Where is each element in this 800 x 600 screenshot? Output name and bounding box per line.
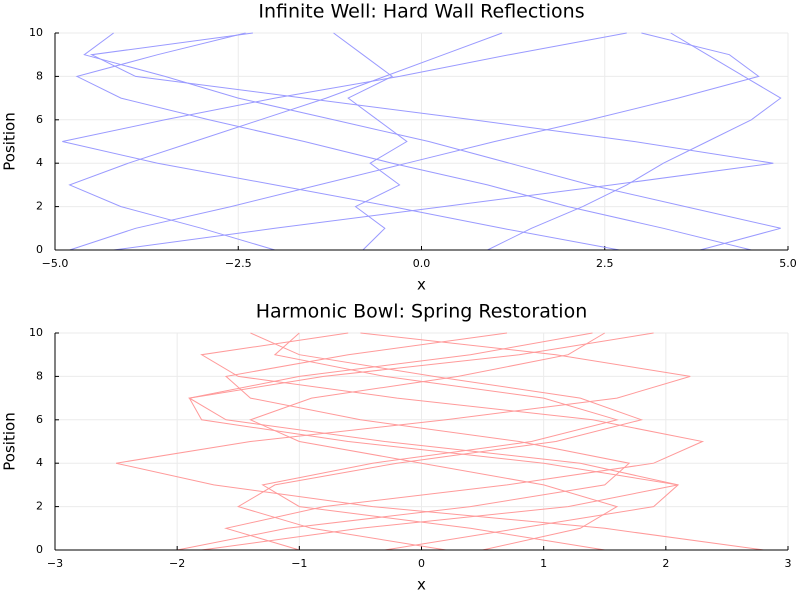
y-tick-label: 2 [36, 500, 43, 513]
x-axis-label: x [417, 276, 426, 294]
y-tick-label: 4 [36, 456, 43, 469]
y-tick-label: 2 [36, 200, 43, 213]
y-tick-label: 4 [36, 156, 43, 169]
trajectory-line [487, 32, 782, 251]
trajectory-line [333, 32, 408, 251]
y-tick-label: 0 [36, 543, 43, 556]
x-axis-label: x [417, 576, 426, 594]
x-tick-label: 1 [540, 557, 547, 570]
x-tick-label: −3 [47, 557, 63, 570]
trajectory-line [261, 332, 619, 551]
x-tick-label: −2 [169, 557, 185, 570]
y-tick-label: 8 [36, 69, 43, 82]
trajectory-line [89, 32, 774, 251]
y-tick-label: 10 [29, 26, 43, 39]
x-tick-label: 2 [662, 557, 669, 570]
x-tick-label: −2.5 [225, 257, 252, 270]
x-tick-label: −1 [291, 557, 307, 570]
trajectory-line [69, 32, 760, 251]
y-tick-label: 6 [36, 413, 43, 426]
trajectory-line [200, 332, 705, 551]
trajectory-line [249, 332, 619, 551]
x-tick-label: 0 [418, 557, 425, 570]
chart-title: Harmonic Bowl: Spring Restoration [256, 301, 587, 323]
x-tick-label: 3 [785, 557, 792, 570]
x-tick-label: 0.0 [413, 257, 431, 270]
trajectory-line [115, 332, 764, 551]
trajectory-line [75, 32, 752, 251]
y-axis-label: Position [1, 112, 19, 170]
trajectory-line [68, 32, 503, 251]
y-tick-label: 6 [36, 113, 43, 126]
trajectory-line [177, 332, 631, 551]
y-tick-label: 10 [29, 326, 43, 339]
trajectory-line [62, 32, 627, 251]
y-tick-label: 0 [36, 243, 43, 256]
trajectory-line [237, 332, 644, 551]
chart-title: Infinite Well: Hard Wall Reflections [258, 1, 584, 23]
x-tick-label: 2.5 [596, 257, 614, 270]
y-tick-label: 8 [36, 369, 43, 382]
x-tick-label: 5.0 [779, 257, 797, 270]
y-axis-label: Position [1, 412, 19, 470]
trajectory-line [83, 32, 781, 251]
x-tick-label: −5.0 [42, 257, 69, 270]
trajectory-line [187, 332, 679, 551]
trajectory-line [188, 332, 680, 551]
